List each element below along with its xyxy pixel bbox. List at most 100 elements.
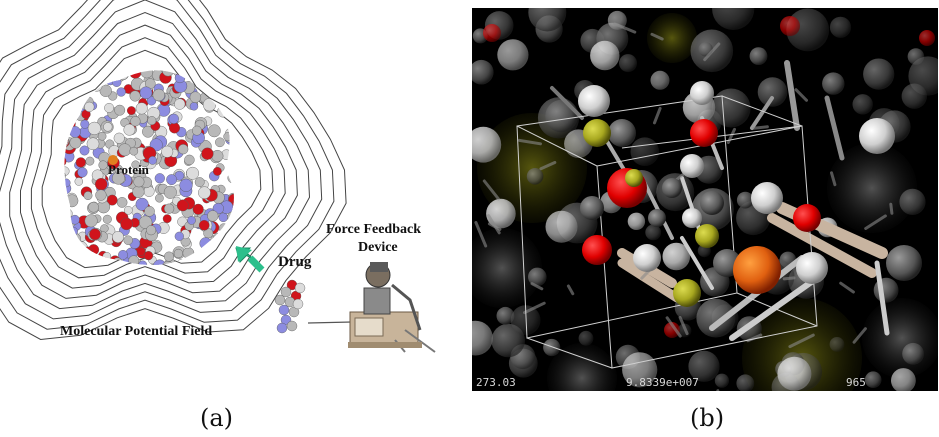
drug-atom: [286, 320, 298, 332]
protein-atom: [109, 276, 117, 284]
background-atom: [590, 40, 620, 71]
drug-atom: [280, 286, 292, 298]
contour-line: [20, 24, 286, 289]
protein-atom: [163, 185, 177, 199]
protein-atom: [223, 132, 233, 142]
protein-atom: [189, 102, 199, 111]
protein-atom: [227, 165, 234, 176]
protein-atom: [230, 83, 234, 92]
background-atom: [472, 126, 502, 163]
background-atom: [777, 356, 812, 391]
protein-atom: [118, 249, 128, 260]
protein-atom: [211, 149, 224, 162]
protein-atom: [129, 146, 139, 156]
background-atom: [902, 342, 924, 365]
protein-atom: [174, 72, 186, 84]
potential-field-contours: [0, 0, 347, 341]
background-atom: [472, 59, 494, 85]
readout-center: 9.8339e+007: [626, 376, 699, 389]
protein-atom: [116, 70, 130, 81]
protein-atom: [176, 199, 189, 212]
protein-atom: [148, 156, 157, 165]
protein-atom: [56, 271, 65, 280]
protein-atom: [124, 205, 133, 215]
bond-stick: [794, 88, 808, 102]
protein-atom: [68, 226, 78, 236]
protein-atom: [142, 125, 154, 138]
protein-atom: [210, 236, 224, 250]
protein-atom: [112, 231, 124, 243]
bond-stick: [830, 171, 837, 187]
field-label: Molecular Potential Field: [60, 324, 213, 339]
atom: [695, 224, 719, 248]
bond-stick: [750, 96, 774, 130]
protein-atom: [64, 112, 70, 122]
atom: [583, 119, 611, 147]
protein-molecule: [56, 70, 234, 284]
background-atom: [578, 330, 594, 346]
protein-atom: [79, 145, 90, 156]
bond-stick: [703, 42, 721, 62]
protein-atom: [69, 232, 81, 245]
protein-atom: [64, 170, 66, 181]
bond-stick: [653, 106, 662, 125]
bond-sticks: [474, 22, 894, 391]
protein-atom: [223, 70, 234, 76]
protein-atom: [186, 166, 200, 180]
protein-atom: [95, 189, 107, 201]
background-atom: [607, 10, 627, 30]
bond-stick: [788, 333, 815, 349]
protein-atom: [178, 144, 189, 155]
protein-atom: [64, 256, 71, 265]
protein-atom: [227, 172, 234, 184]
background-atom: [650, 70, 670, 90]
atom: [680, 154, 704, 178]
background-atom: [899, 188, 926, 215]
protein-atom: [161, 145, 174, 158]
blurred-atom: [547, 343, 617, 391]
protein-atom: [81, 248, 93, 261]
background-atom: [714, 373, 729, 388]
protein-atom: [201, 147, 214, 160]
background-atom: [483, 24, 501, 42]
background-atom: [711, 88, 751, 128]
protein-atom: [69, 136, 82, 149]
bond-stick: [782, 276, 796, 281]
bond-stick: [839, 281, 855, 294]
bond-stick: [550, 86, 584, 120]
protein-atom: [83, 191, 93, 201]
atom: [673, 279, 701, 307]
blurred-atom: [742, 298, 862, 391]
protein-atom: [123, 235, 133, 245]
protein-atom: [207, 210, 219, 222]
bond-stick: [852, 327, 867, 344]
bond-stick: [566, 284, 575, 296]
blurred-atom: [862, 298, 938, 378]
protein-atom: [191, 125, 202, 136]
protein-atom: [116, 87, 126, 97]
protein-atom: [108, 155, 118, 165]
protein-atom: [227, 211, 234, 223]
contour-line: [0, 0, 335, 330]
background-atom: [749, 47, 768, 65]
bond-stick: [784, 60, 800, 131]
bond-stick: [889, 202, 894, 215]
bond-stick: [517, 138, 542, 146]
panel-b-render: 273.03 9.8339e+007 965: [472, 8, 938, 391]
bond-stick: [678, 316, 689, 336]
protein-atom: [64, 131, 66, 142]
protein-atom: [102, 252, 112, 261]
atom: [682, 208, 702, 228]
protein-atom: [64, 135, 70, 147]
background-atom: [528, 267, 547, 287]
protein-atom: [84, 101, 95, 113]
caption-b: (b): [690, 404, 725, 432]
protein-atom: [104, 103, 115, 113]
bond-stick: [752, 125, 769, 130]
protein-atom: [152, 88, 166, 102]
contour-line: [0, 0, 311, 310]
caption-a: (a): [200, 404, 234, 432]
contour-line: [9, 11, 298, 299]
protein-atom: [230, 134, 234, 144]
device-label-line1: Force Feedback: [326, 222, 421, 237]
